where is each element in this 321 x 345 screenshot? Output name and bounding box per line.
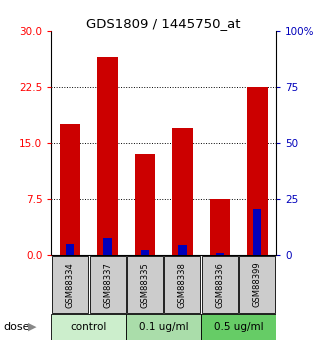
Text: GSM88338: GSM88338 — [178, 262, 187, 307]
Bar — [60, 125, 80, 255]
Bar — [126, 314, 201, 340]
Text: dose: dose — [3, 322, 30, 332]
Bar — [178, 245, 187, 255]
Bar — [253, 209, 261, 255]
Text: GSM88334: GSM88334 — [65, 262, 74, 307]
Text: GSM88335: GSM88335 — [141, 262, 150, 307]
Bar — [216, 253, 224, 255]
Text: 0.1 ug/ml: 0.1 ug/ml — [139, 322, 188, 332]
Bar — [210, 199, 230, 255]
Bar — [103, 238, 112, 255]
Bar — [201, 314, 276, 340]
Bar — [52, 256, 88, 313]
Text: control: control — [71, 322, 107, 332]
Bar — [135, 155, 155, 255]
Text: GSM88399: GSM88399 — [253, 262, 262, 307]
Bar — [51, 314, 126, 340]
Bar — [127, 256, 163, 313]
Text: GSM88337: GSM88337 — [103, 262, 112, 307]
Bar — [66, 244, 74, 255]
Text: GSM88336: GSM88336 — [215, 262, 224, 307]
Bar — [90, 256, 126, 313]
Bar — [247, 87, 268, 255]
Bar — [172, 128, 193, 255]
Bar — [141, 250, 149, 255]
Bar — [239, 256, 275, 313]
Text: 0.5 ug/ml: 0.5 ug/ml — [214, 322, 264, 332]
Bar — [202, 256, 238, 313]
Title: GDS1809 / 1445750_at: GDS1809 / 1445750_at — [86, 17, 241, 30]
Bar — [97, 57, 118, 255]
Bar — [164, 256, 200, 313]
Text: ▶: ▶ — [28, 322, 36, 332]
